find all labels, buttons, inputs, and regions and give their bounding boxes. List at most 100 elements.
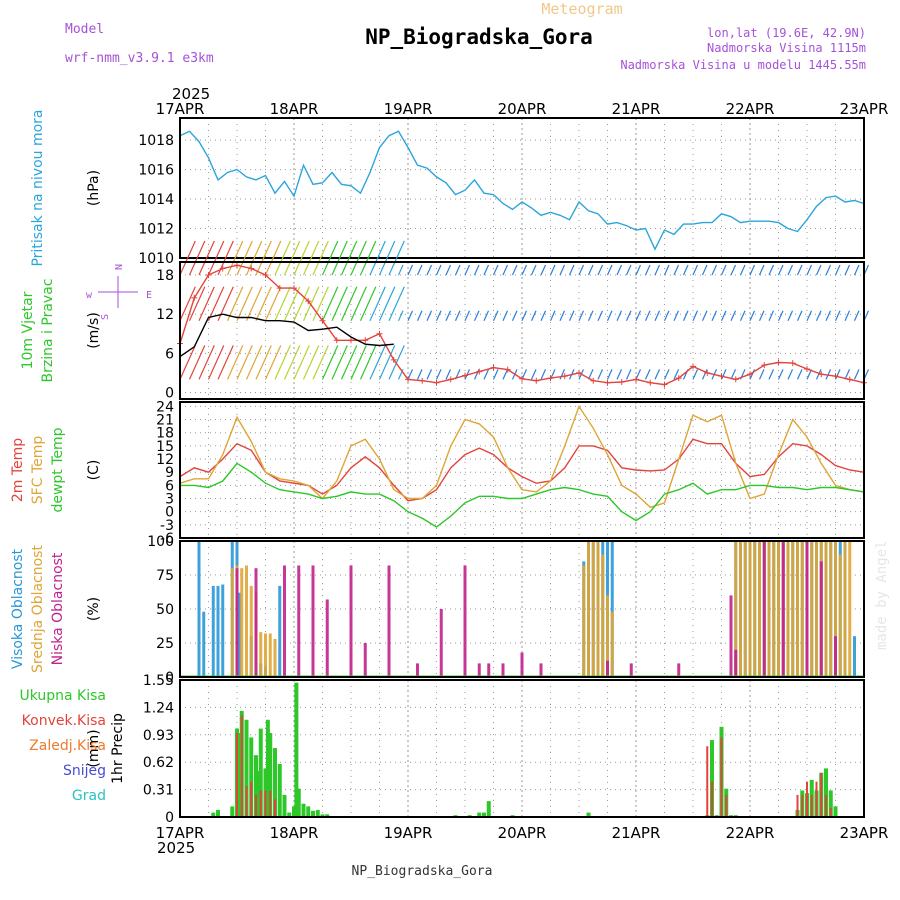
wind-arrow <box>711 310 718 321</box>
wind-arrow <box>245 240 263 276</box>
cloud-bar-low <box>254 568 258 677</box>
wind-arrow <box>245 286 263 321</box>
cloud-bar-low <box>387 565 391 677</box>
wind-arrow <box>635 264 642 276</box>
y-unit-label-2: 1hr Precip <box>110 713 126 784</box>
legend-label: Zaledj.Kisa <box>29 738 106 754</box>
wind-arrow <box>179 286 196 321</box>
wind-speed-marker <box>376 330 383 337</box>
wind-arrow <box>530 310 537 321</box>
series-line-mslp <box>179 130 865 251</box>
y-tick-label: 9 <box>165 465 174 481</box>
precip-bar-convective <box>796 794 799 817</box>
wind-arrow <box>540 369 547 380</box>
x-tick-label-bottom: 19APR <box>384 824 433 842</box>
wind-arrow <box>331 345 348 380</box>
wind-arrow <box>540 310 547 321</box>
legend-label: Srednja Oblacnost <box>30 545 46 673</box>
precip-bar-total <box>230 806 235 817</box>
cloud-bar-low <box>363 643 367 677</box>
year-bottom: 2025 <box>157 839 195 857</box>
y-unit-label: (m/s) <box>86 312 102 349</box>
wind-arrow <box>844 310 851 321</box>
elevation-label: Nadmorska Visina 1115m <box>707 41 866 55</box>
y-tick-label: 0 <box>165 385 174 401</box>
y-unit-label: (C) <box>86 460 102 481</box>
cloud-bar-mid <box>824 541 828 677</box>
panel-frame <box>179 540 865 678</box>
precip-bar-convective <box>259 790 262 817</box>
wind-arrow <box>587 264 594 276</box>
precip-bar-convective <box>274 799 276 817</box>
cloud-bar-low <box>235 568 239 677</box>
wind-arrow <box>568 310 575 321</box>
cloud-bar-mid <box>230 568 234 677</box>
wind-arrow <box>350 286 367 321</box>
y-tick-label: 1.55 <box>143 673 174 689</box>
wind-arrow <box>445 310 452 321</box>
wind-arrow <box>578 264 585 276</box>
x-tick-label-top: 18APR <box>270 100 319 118</box>
cloud-bar-mid <box>268 633 272 677</box>
cloud-bar-mid <box>273 638 277 677</box>
wind-arrow <box>283 345 301 380</box>
precip-bar-total <box>828 790 833 817</box>
wind-speed-marker <box>547 375 554 382</box>
wind-arrow <box>226 286 244 321</box>
wind-arrow <box>692 310 699 321</box>
wind-arrow <box>359 345 377 380</box>
legend-label: Brzina i Pravac <box>40 279 56 383</box>
wind-arrow <box>625 264 632 276</box>
compass-n: N <box>114 264 125 270</box>
wind-arrow <box>559 369 566 380</box>
wind-arrow <box>454 310 461 321</box>
x-tick-label-top: 21APR <box>612 100 661 118</box>
wind-arrow <box>321 345 339 380</box>
wind-arrow <box>654 264 661 276</box>
wind-arrow <box>692 264 699 276</box>
precip-bar-total <box>320 814 325 817</box>
wind-speed-marker <box>732 376 739 383</box>
chart-title: NP_Biogradska_Gora <box>365 25 593 49</box>
wind-speed-marker <box>832 373 839 380</box>
lonlat-label: lon,lat (19.6E, 42.9N) <box>707 26 866 40</box>
precip-bar-total <box>216 809 220 817</box>
legend-label: dewpt Temp <box>50 427 66 512</box>
wind-arrow <box>625 369 632 380</box>
wind-arrow <box>331 286 348 321</box>
panel-wind: 0 6 12 18 N Sw E (m/s) 10m Vjetar Brzina i Pravac <box>20 240 870 401</box>
wind-arrow <box>796 264 803 276</box>
wind-arrow <box>378 240 396 276</box>
wind-speed-marker <box>219 265 226 272</box>
precip-bar-total <box>833 806 838 817</box>
cloud-bar-mid <box>791 541 795 677</box>
wind-arrow <box>768 369 775 380</box>
wind-arrow <box>692 369 699 380</box>
wind-arrow <box>654 369 661 380</box>
cloud-bar-low <box>819 561 823 677</box>
precip-bar-convective <box>725 794 728 817</box>
precip-bar-total <box>211 812 216 817</box>
wind-arrow <box>844 264 851 276</box>
wind-arrow <box>720 369 727 380</box>
wind-arrow <box>236 240 253 276</box>
wind-arrow <box>293 345 310 380</box>
precip-bar-convective <box>720 737 723 817</box>
wind-arrow <box>388 286 405 321</box>
wind-speed-marker <box>804 365 810 372</box>
x-tick-label-bottom: 18APR <box>270 824 319 842</box>
wind-arrow <box>483 264 490 276</box>
wind-arrow <box>606 369 613 380</box>
wind-speed-marker <box>504 366 511 373</box>
precip-bar-convective <box>810 794 813 817</box>
wind-arrow <box>407 310 414 321</box>
wind-arrow <box>483 310 490 321</box>
wind-speed-marker <box>604 379 611 386</box>
y-tick-label: 0 <box>165 505 174 521</box>
y-tick-label: 100 <box>147 534 174 550</box>
wind-arrow <box>530 369 537 380</box>
cloud-bar-high <box>211 585 215 677</box>
cloud-bar-mid <box>829 541 833 677</box>
cloud-bar-mid <box>843 541 847 677</box>
